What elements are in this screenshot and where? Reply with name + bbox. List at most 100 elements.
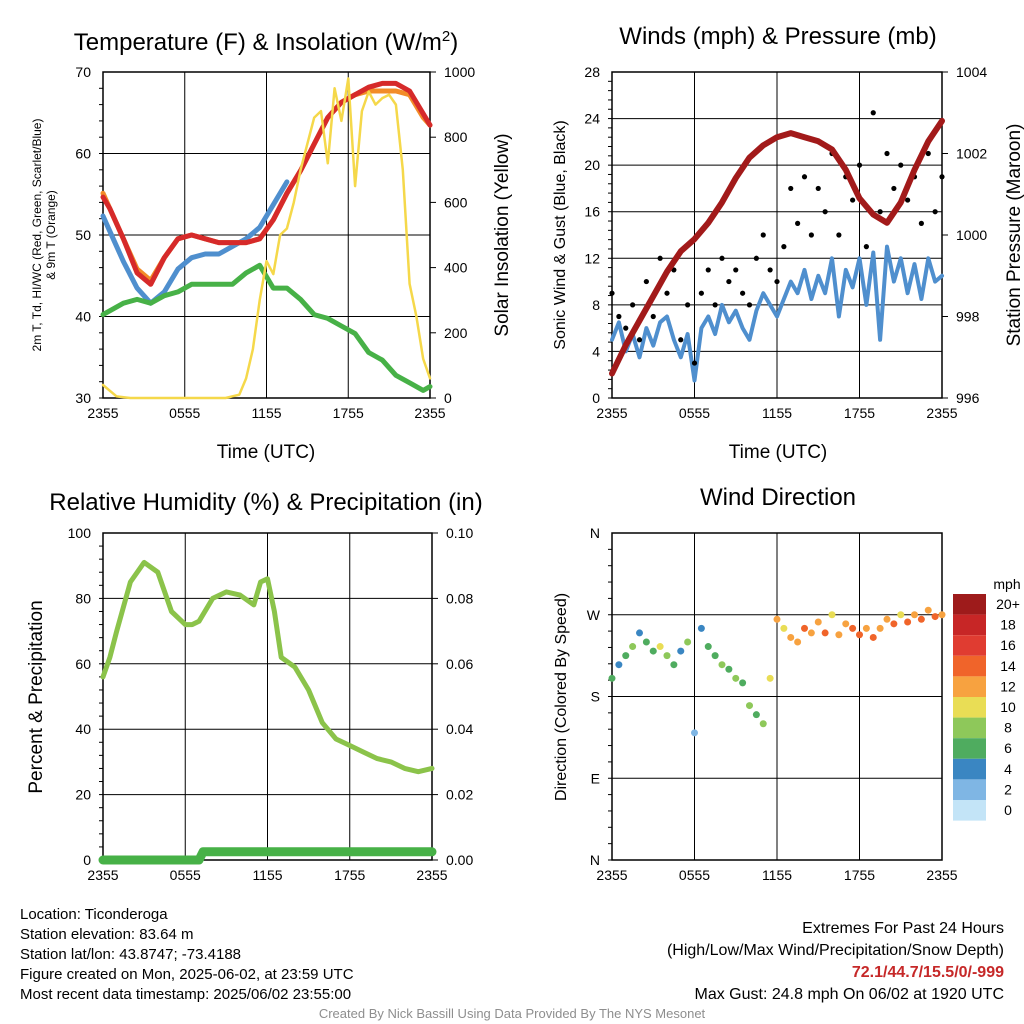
direction-point <box>862 624 870 632</box>
wind-xtick-label: 0555 <box>679 405 710 421</box>
temp-xaxis-label: Time (UTC) <box>217 442 316 463</box>
speed-legend-label: 2 <box>1004 781 1012 797</box>
speed-legend-swatch <box>953 635 986 656</box>
wind-gust-point <box>801 174 808 180</box>
wind-gust-point <box>685 302 691 308</box>
wind-gust-point <box>863 244 869 250</box>
dir-xtick-label: 0555 <box>679 867 710 883</box>
speed-legend-label: 12 <box>1000 678 1016 694</box>
temp-yaxis-label-1: 2m T, Td, HI/WC (Red, Green, Scarlet/Blu… <box>30 119 44 352</box>
speed-legend-label: 18 <box>1000 617 1016 633</box>
speed-legend-label: 14 <box>1000 658 1016 674</box>
direction-point <box>828 611 836 619</box>
rh-ytick-label: 100 <box>68 525 92 541</box>
direction-point <box>773 615 781 623</box>
direction-point <box>697 624 705 632</box>
rh-y2tick-label: 0.10 <box>446 525 473 541</box>
direction-point <box>917 615 925 623</box>
wind-gust-point <box>609 290 615 296</box>
direction-point <box>704 643 712 651</box>
wind-gust-point <box>808 232 814 238</box>
rh-y2tick-label: 0.02 <box>446 787 473 803</box>
wind-ytick-label: 0 <box>592 390 600 406</box>
location-text: Location: Ticonderoga <box>20 906 168 923</box>
dir-xtick-label: 1155 <box>762 867 792 883</box>
wind-gust-point <box>822 209 828 215</box>
wind-gust-point <box>636 337 643 343</box>
wind-plot-frame <box>611 71 943 399</box>
wind-gust-point <box>698 290 704 296</box>
temp-y2tick-label: 800 <box>444 129 468 145</box>
wind-gust-point <box>753 255 759 261</box>
wind-gust-point <box>623 325 629 331</box>
dir-chart-title: Wind Direction <box>700 484 856 511</box>
pressure-line <box>609 117 945 377</box>
wind-gust-point <box>760 232 766 238</box>
max-gust-text: Max Gust: 24.8 mph On 06/02 at 1920 UTC <box>694 986 1005 1003</box>
direction-point <box>649 647 657 655</box>
direction-point <box>656 643 664 651</box>
direction-point <box>835 631 843 639</box>
direction-point <box>842 620 850 628</box>
temp-plot-frame <box>102 71 431 399</box>
wind-y2tick-label: 996 <box>956 390 980 406</box>
temp-series-line-2 <box>100 80 433 287</box>
wind-gust-point <box>781 244 787 250</box>
temp-y2axis-label: Solar Insolation (Yellow) <box>492 133 513 336</box>
direction-point <box>890 620 898 628</box>
direction-point <box>691 729 698 737</box>
wind-y2tick-label: 1002 <box>956 146 987 162</box>
wind-gust-point <box>719 255 725 261</box>
wind-gust-point <box>884 150 890 157</box>
speed-legend-label: 6 <box>1004 740 1012 756</box>
direction-point <box>746 702 753 710</box>
direction-point <box>931 613 939 621</box>
wind-gust-point <box>898 162 904 168</box>
speed-legend-label: 20+ <box>996 596 1020 612</box>
rh-xtick-label: 2355 <box>416 867 447 883</box>
temp-y2tick-label: 600 <box>444 194 468 210</box>
wind-xtick-label: 1755 <box>844 405 875 421</box>
temp-ytick-label: 60 <box>75 146 91 162</box>
rh-y2tick-label: 0.06 <box>446 656 473 672</box>
wind-gust-point <box>643 278 649 285</box>
dir-ytick-label: W <box>587 607 601 623</box>
extremes-values: 72.1/44.7/15.5/0/-999 <box>851 964 1004 981</box>
rh-y2tick-label: 0.00 <box>446 852 473 868</box>
wind-y2axis-label: Station Pressure (Maroon) <box>1004 124 1024 347</box>
temp-y2tick-label: 400 <box>444 260 468 276</box>
wind-y2tick-label: 1000 <box>956 227 987 243</box>
temp-ytick-label: 70 <box>75 64 91 80</box>
wind-gust-point <box>795 220 801 226</box>
wind-gust-point <box>850 197 856 203</box>
wind-gust-point <box>733 267 739 273</box>
wind-gust-point <box>877 209 883 215</box>
direction-point <box>759 720 767 728</box>
rh-y2tick-label: 0.08 <box>446 590 473 606</box>
dir-ytick-label: N <box>590 525 600 541</box>
direction-point <box>732 674 740 682</box>
temp-xtick-label: 2355 <box>414 405 445 421</box>
rh-ytick-label: 40 <box>75 721 91 737</box>
speed-legend-label: 16 <box>1000 637 1016 653</box>
temp-xtick-label: 0555 <box>169 405 200 421</box>
direction-point <box>807 629 815 637</box>
wind-gust-point <box>705 267 711 273</box>
wind-chart-title: Winds (mph) & Pressure (mb) <box>619 23 936 50</box>
wind-ytick-label: 16 <box>584 204 600 220</box>
dir-ytick-label: S <box>591 689 600 705</box>
direction-point <box>904 618 912 626</box>
rh-chart-title: Relative Humidity (%) & Precipitation (i… <box>49 489 482 516</box>
dir-ytick-label: E <box>591 770 600 786</box>
temp-xtick-label: 1755 <box>333 405 364 421</box>
wind-gust-point <box>616 313 622 320</box>
created-text: Figure created on Mon, 2025-06-02, at 23… <box>20 966 354 983</box>
temp-series-line-0 <box>100 179 290 306</box>
dir-xtick-label: 2355 <box>926 867 957 883</box>
temp-xtick-label: 2355 <box>87 405 118 421</box>
direction-point <box>794 638 802 646</box>
rh-ytick-label: 0 <box>83 852 91 868</box>
wind-gust-point <box>678 337 684 343</box>
temp-y2tick-label: 1000 <box>444 64 475 80</box>
